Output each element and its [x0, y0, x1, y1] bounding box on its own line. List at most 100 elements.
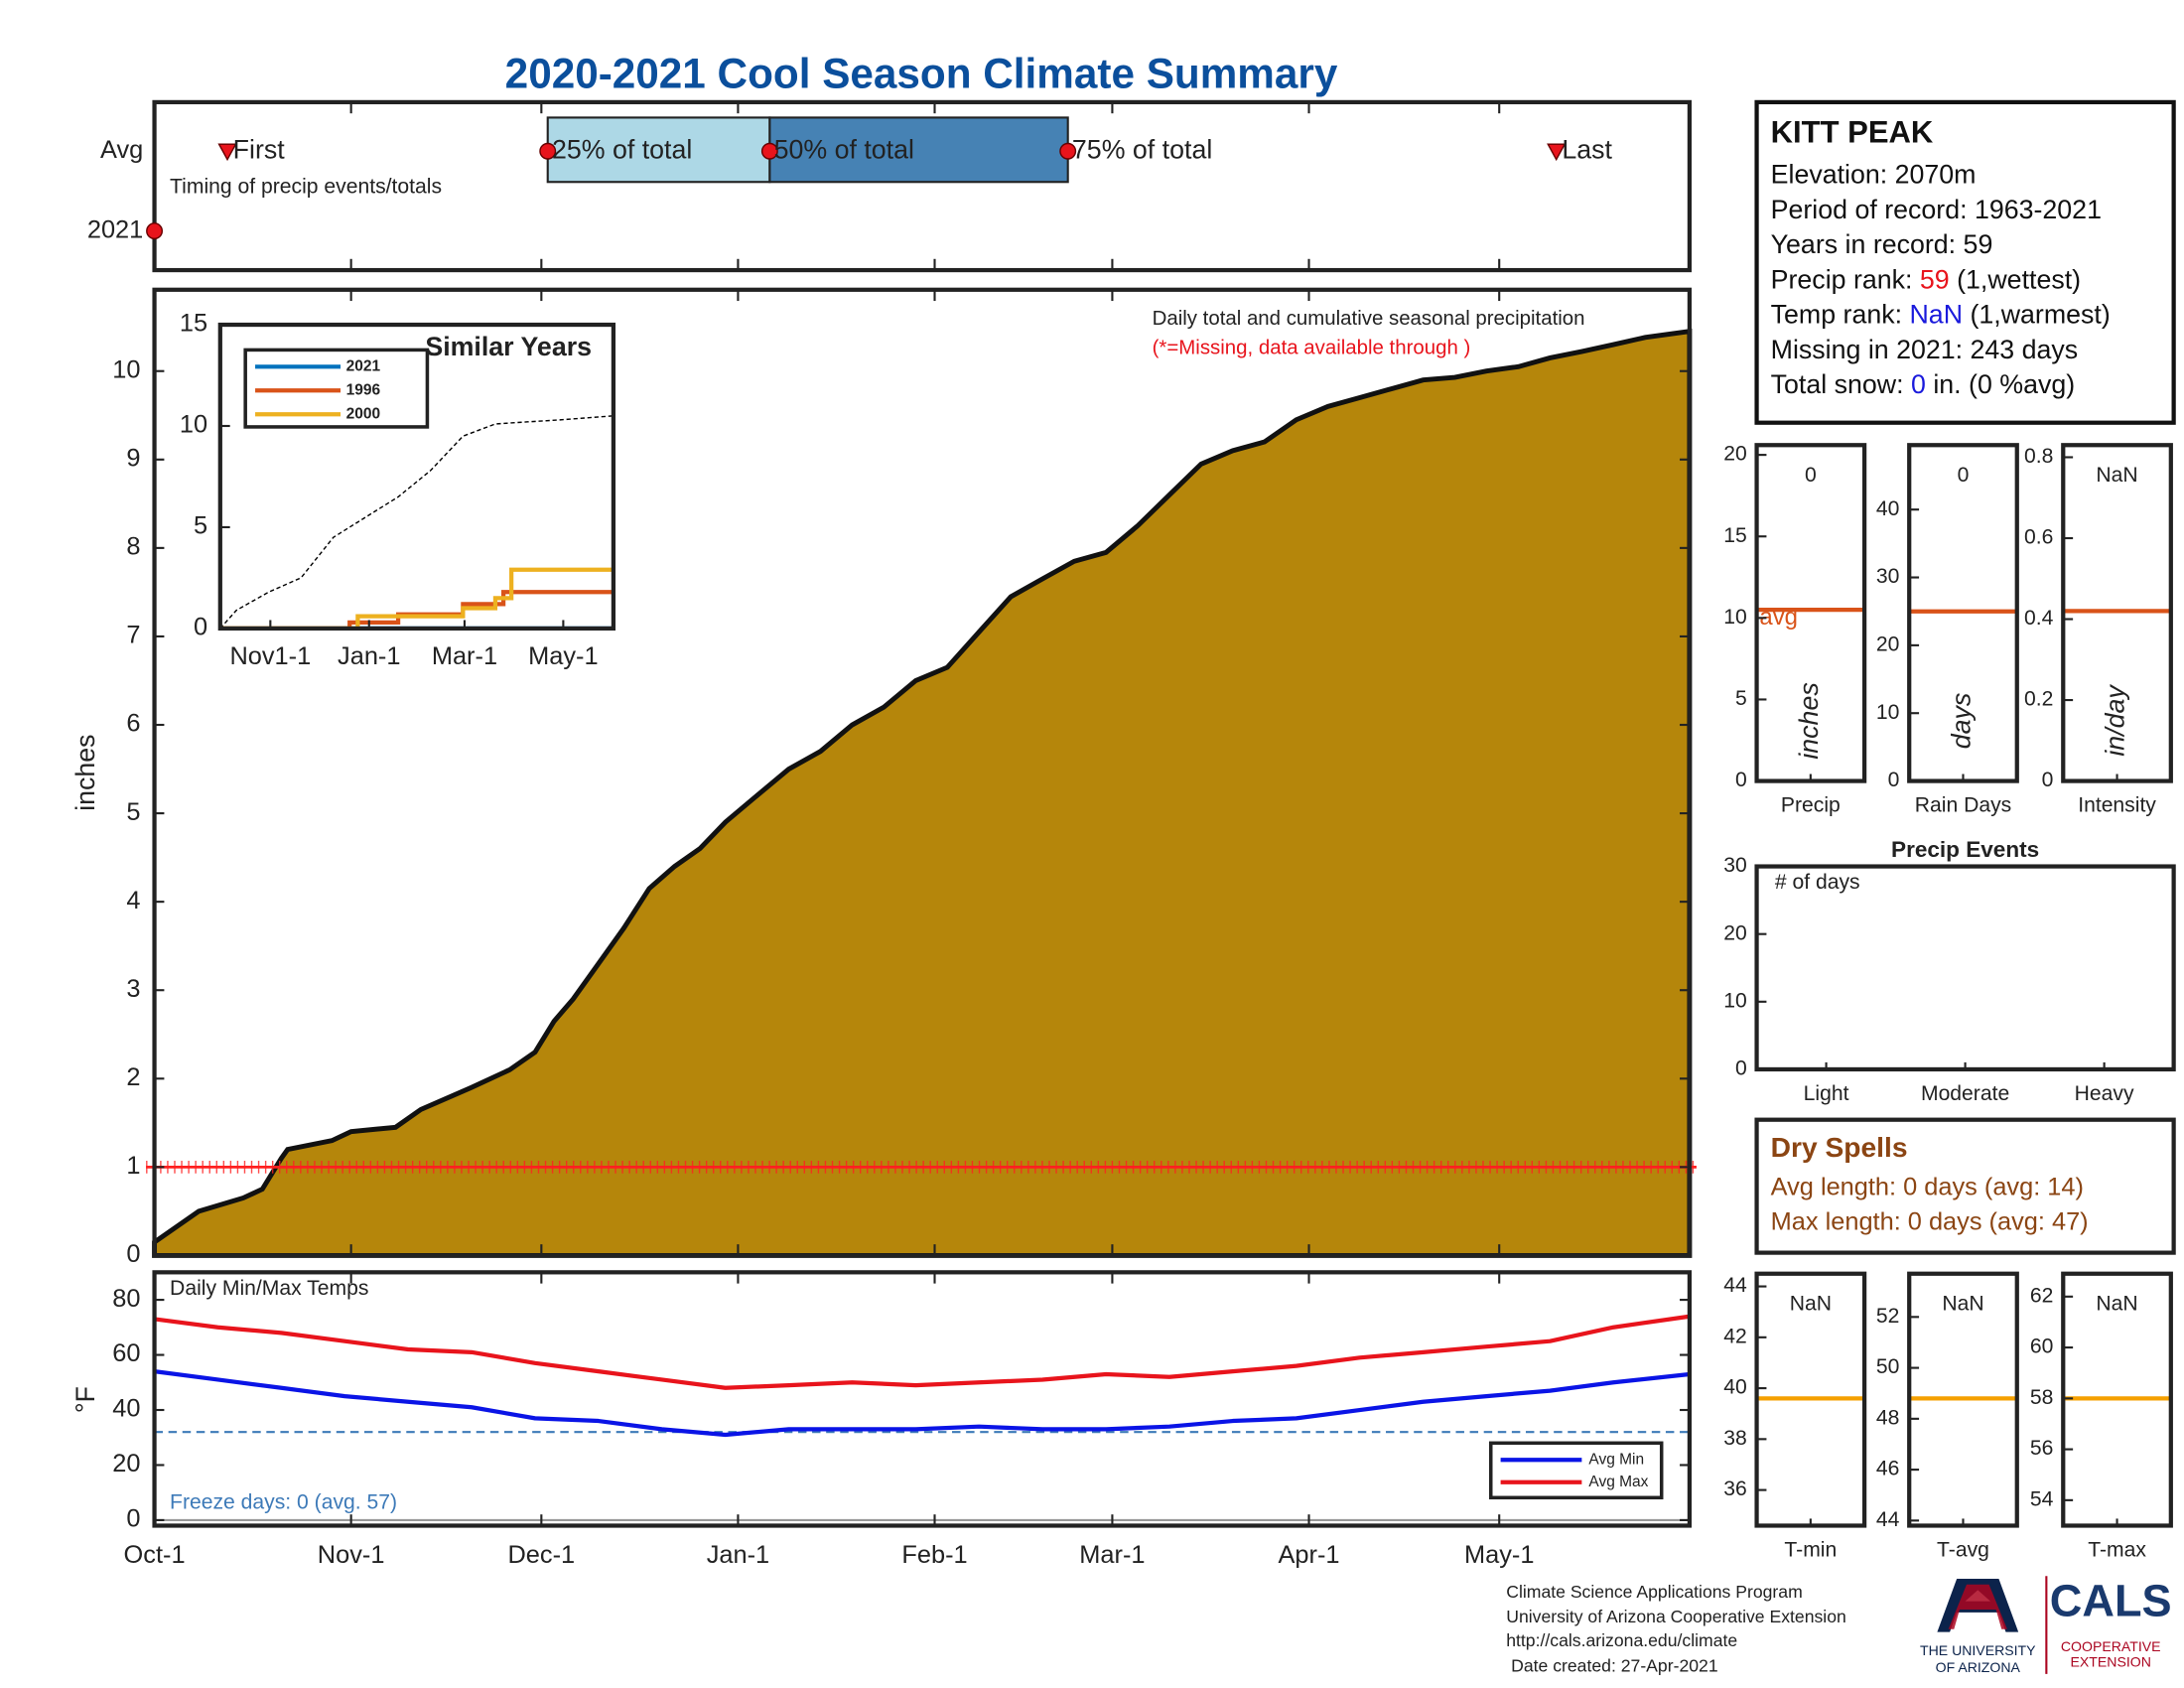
y-tick-label: 4: [126, 887, 140, 914]
logo-a-inner: [1948, 1584, 2007, 1629]
y-tick-label: 58: [2030, 1386, 2053, 1409]
panel-frame: [152, 1270, 1693, 1528]
panel-title: Daily Min/Max Temps: [170, 1277, 368, 1300]
y-tick-label: 20: [1723, 443, 1746, 466]
y-tick-label: 5: [126, 798, 140, 826]
y-tick-label: 8: [126, 533, 140, 561]
y-tick-label: 38: [1723, 1427, 1746, 1450]
y-tick-label: 7: [126, 622, 140, 649]
y-tick-label: 0.8: [2024, 445, 2053, 468]
y-tick-label: 80: [112, 1285, 140, 1313]
y-tick-label: 20: [1876, 633, 1899, 655]
x-label: Rain Days: [1915, 794, 2011, 817]
y-tick-label: 0: [194, 614, 207, 641]
timing-band: [768, 116, 1069, 184]
panel-title: Precip Events: [1891, 837, 2039, 862]
x-label: Intensity: [2078, 794, 2156, 817]
panel-frame: [217, 322, 616, 632]
y-tick-label: 30: [1723, 854, 1746, 877]
timing-marker: [1547, 143, 1567, 162]
x-tick-label: Oct-1: [124, 1541, 186, 1569]
info-text: (1,wettest): [1950, 264, 2081, 294]
dry-spells-line: Avg length: 0 days (avg: 14): [1771, 1173, 2084, 1200]
info-line: Years in record: 59: [1771, 229, 1993, 259]
x-tick-label: Jan-1: [707, 1541, 769, 1569]
panel-frame: [152, 287, 1693, 1258]
y-tick-label: 10: [112, 355, 140, 383]
y-axis-label: in/day: [2101, 684, 2130, 757]
info-text: Period of record: 1963-2021: [1771, 195, 2102, 224]
y-axis-label: # of days: [1775, 871, 1860, 894]
footer-line: http://cals.arizona.edu/climate: [1506, 1630, 1737, 1650]
y-tick-label: 0.4: [2024, 607, 2054, 630]
panel-background: [1756, 866, 2174, 1069]
value-label: NaN: [1790, 1292, 1832, 1315]
x-label: T-avg: [1937, 1538, 1989, 1561]
chart-title: 2020-2021 Cool Season Climate Summary: [505, 51, 1338, 97]
logo-text: COOPERATIVE: [2061, 1638, 2161, 1654]
footer-line: Climate Science Applications Program: [1506, 1582, 1803, 1602]
info-line: Precip rank: 59 (1,wettest): [1771, 264, 2081, 294]
timing-label: 75% of total: [1072, 134, 1212, 164]
timing-note: Timing of precip events/totals: [170, 175, 442, 198]
legend-label: 2021: [346, 357, 381, 374]
y-tick-label: 40: [112, 1395, 140, 1423]
value-label: 0: [1805, 464, 1817, 487]
info-text: in. (0 %avg): [1926, 369, 2075, 399]
timing-marker: [539, 142, 557, 160]
y-tick-label: 10: [180, 411, 207, 439]
y-tick-label: 60: [112, 1339, 140, 1367]
timing-label: 50% of total: [774, 134, 914, 164]
y-tick-label: 46: [1876, 1458, 1899, 1480]
panel-frame: [152, 99, 1693, 273]
info-line: Temp rank: NaN (1,warmest): [1771, 300, 2111, 330]
timing-marker: [217, 143, 237, 162]
timing-marker: [760, 142, 778, 160]
cumulative-area: [152, 328, 1693, 1258]
info-text: Total snow:: [1771, 369, 1911, 399]
x-tick-label: May-1: [1464, 1541, 1534, 1569]
timing-label: Last: [1562, 134, 1612, 164]
logo-text: EXTENSION: [2071, 1653, 2151, 1669]
y-axis-label: inches: [70, 734, 100, 810]
value-label: NaN: [1942, 1292, 1983, 1315]
timing-band: [546, 116, 771, 184]
info-text: Elevation: 2070m: [1771, 160, 1977, 190]
y-axis-label: inches: [1794, 682, 1824, 759]
x-label: Precip: [1781, 794, 1841, 817]
dry-spells-line: Max length: 0 days (avg: 47): [1771, 1208, 2089, 1236]
x-tick-label: Nov1-1: [229, 642, 311, 670]
info-box: [1754, 99, 2176, 425]
value-label: NaN: [2096, 464, 2137, 487]
y-axis-label: days: [1947, 693, 1977, 750]
y-tick-label: 1: [126, 1152, 140, 1180]
x-tick-label: Feb-1: [901, 1541, 967, 1569]
y-tick-label: 50: [1876, 1355, 1899, 1378]
panel-frame: [1754, 864, 2176, 1072]
y-tick-label: 52: [1876, 1305, 1899, 1328]
y-tick-label: 48: [1876, 1406, 1899, 1429]
info-text: 0: [1911, 369, 1926, 399]
value-label: 0: [1958, 464, 1970, 487]
reference-line: [219, 415, 614, 630]
inset-title: Similar Years: [425, 332, 592, 361]
x-tick-label: May-1: [528, 642, 598, 670]
y-tick-label: 9: [126, 445, 140, 473]
x-label: T-max: [2088, 1538, 2146, 1561]
info-line: Total snow: 0 in. (0 %avg): [1771, 369, 2075, 399]
y-axis-label: °F: [70, 1386, 100, 1413]
legend-box: [1488, 1441, 1664, 1500]
info-text: (1,warmest): [1963, 300, 2111, 330]
y-tick-label: 54: [2030, 1487, 2054, 1510]
y-tick-label: 30: [1876, 565, 1899, 588]
y-tick-label: 10: [1876, 701, 1899, 724]
y-tick-label: 44: [1876, 1508, 1900, 1531]
x-tick-label: Jan-1: [338, 642, 400, 670]
footer-line: University of Arizona Cooperative Extens…: [1506, 1607, 1846, 1626]
y-tick-label: 2: [126, 1063, 140, 1091]
y-tick-label: 15: [180, 310, 207, 338]
freeze-note: Freeze days: 0 (avg. 57): [170, 1491, 397, 1514]
y-tick-label: 6: [126, 710, 140, 738]
y-tick-label: 40: [1876, 497, 1899, 520]
